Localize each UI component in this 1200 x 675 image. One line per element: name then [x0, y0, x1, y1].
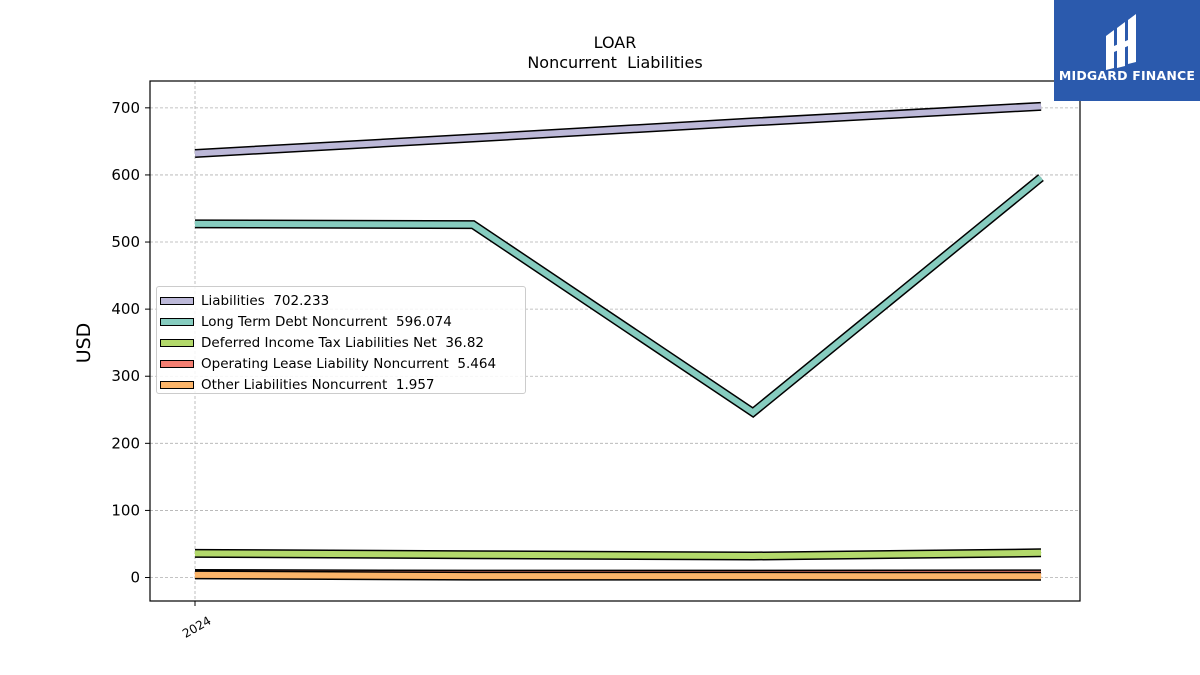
legend: Liabilities 702.233 Long Term Debt Noncur…	[156, 286, 526, 394]
data-point	[194, 574, 196, 576]
legend-item: Operating Lease Liability Noncurrent 5.4…	[157, 354, 525, 375]
logo-text: MIDGARD FINANCE	[1058, 68, 1196, 83]
data-point	[752, 575, 754, 577]
y-tick-label: 600	[111, 166, 140, 184]
y-axis-label: USD	[73, 322, 95, 364]
y-tick-label: 400	[111, 300, 140, 318]
series-band	[194, 175, 1043, 417]
series-band	[194, 103, 1042, 157]
data-point	[472, 554, 474, 556]
data-point	[194, 552, 196, 554]
legend-label: Other Liabilities Noncurrent 1.957	[201, 377, 435, 394]
y-tick-label: 700	[111, 99, 140, 117]
chart-title: LOAR	[593, 33, 637, 52]
data-point	[194, 223, 196, 225]
data-point	[472, 224, 474, 226]
legend-swatch	[160, 317, 194, 326]
data-point	[752, 121, 754, 123]
legend-swatch	[160, 338, 194, 347]
data-point	[1040, 105, 1042, 107]
legend-item: Deferred Income Tax Liabilities Net 36.8…	[157, 332, 525, 353]
legend-label: Liabilities 702.233	[201, 292, 330, 309]
legend-swatch	[160, 360, 194, 369]
data-point	[752, 555, 754, 557]
x-tick-label: 2024	[180, 613, 213, 640]
series-band	[194, 549, 1042, 560]
legend-label: Operating Lease Liability Noncurrent 5.4…	[201, 356, 497, 373]
data-point	[1040, 177, 1042, 179]
legend-label: Deferred Income Tax Liabilities Net 36.8…	[201, 334, 484, 351]
brand-logo: MIDGARD FINANCE	[1054, 0, 1200, 101]
legend-item: Other Liabilities Noncurrent 1.957	[157, 375, 525, 396]
logo-mark-icon	[1106, 14, 1136, 70]
chart-subtitle: Noncurrent Liabilities	[527, 53, 703, 72]
legend-swatch	[160, 381, 194, 390]
legend-item: Liabilities 702.233	[157, 290, 525, 311]
legend-label: Long Term Debt Noncurrent 596.074	[201, 313, 452, 330]
y-tick-label: 500	[111, 233, 140, 251]
data-point	[752, 411, 754, 413]
data-point	[1040, 552, 1042, 554]
y-tick-label: 200	[111, 434, 140, 452]
data-point	[472, 575, 474, 577]
data-point	[1040, 575, 1042, 577]
series-bands	[194, 101, 1044, 581]
y-tick-label: 100	[111, 501, 140, 519]
legend-swatch	[160, 296, 194, 305]
data-point	[194, 152, 196, 154]
series-band	[194, 571, 1042, 580]
data-point	[472, 137, 474, 139]
legend-item: Long Term Debt Noncurrent 596.074	[157, 311, 525, 332]
plot-frame	[149, 80, 1081, 602]
y-tick-label: 300	[111, 367, 140, 385]
y-tick-label: 0	[130, 569, 140, 587]
